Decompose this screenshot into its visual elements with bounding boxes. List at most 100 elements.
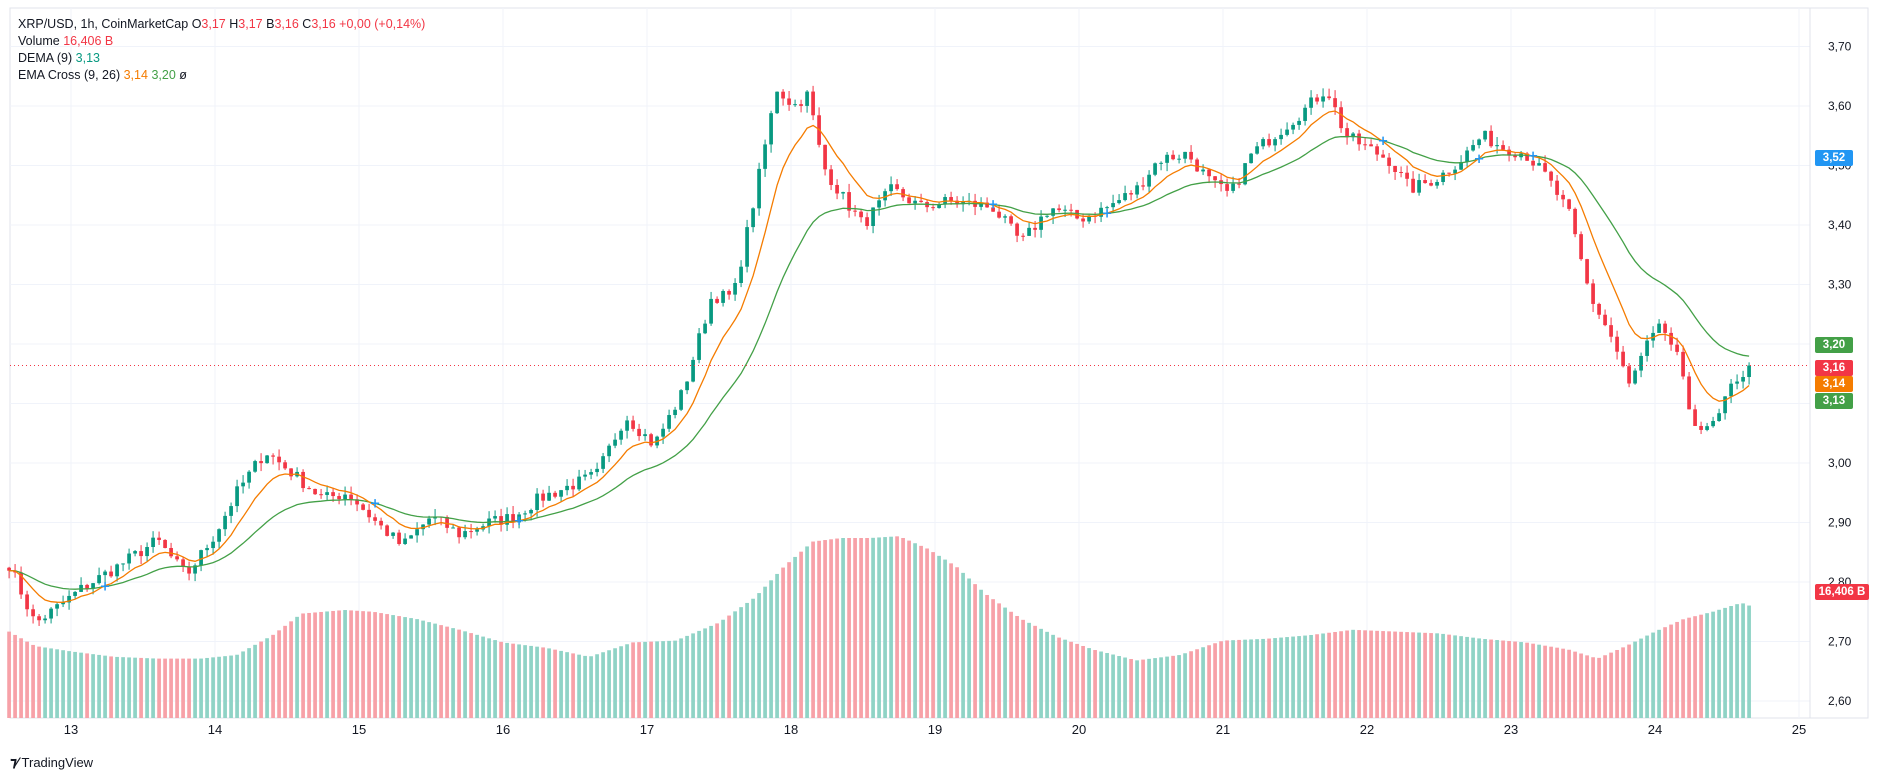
candle-body: [457, 527, 461, 538]
low-label: B: [266, 17, 275, 31]
volume-bar: [535, 646, 539, 718]
candle-body: [1177, 158, 1181, 160]
candle: [1465, 146, 1469, 167]
volume-bar: [601, 652, 605, 718]
candle-body: [565, 485, 569, 491]
candle: [367, 503, 371, 523]
candle-body: [793, 104, 797, 106]
legend-dema-row[interactable]: DEMA (9) 3,13: [18, 50, 425, 67]
volume-bar: [745, 602, 749, 718]
candle-body: [1447, 172, 1451, 174]
candle: [895, 179, 899, 191]
legend-volume-row[interactable]: Volume 16,406 B: [18, 33, 425, 50]
candle-body: [1525, 153, 1529, 161]
candle: [37, 613, 41, 626]
volume-bar: [1483, 639, 1487, 718]
volume-bar: [643, 641, 647, 718]
candle: [1387, 153, 1391, 174]
volume-bar: [1513, 641, 1517, 718]
volume-bar: [25, 641, 29, 718]
volume-bar: [361, 611, 365, 718]
chart-legend: XRP/USD, 1h, CoinMarketCap O3,17 H3,17 B…: [18, 16, 425, 84]
volume-bar: [319, 611, 323, 718]
candle-body: [1153, 163, 1157, 175]
volume-bar: [1447, 634, 1451, 718]
candle-body: [55, 604, 59, 609]
volume-bar: [367, 611, 371, 718]
ema-slow-badge: 3,20: [1815, 337, 1853, 353]
candle: [631, 415, 635, 432]
candle: [79, 577, 83, 592]
candle-body: [1495, 145, 1499, 147]
candle-body: [349, 494, 353, 500]
candle-body: [991, 207, 995, 212]
candle-body: [1321, 96, 1325, 102]
candle: [1057, 204, 1061, 213]
candle: [601, 452, 605, 474]
candle-body: [43, 618, 47, 621]
candle: [349, 486, 353, 506]
volume-bar: [1267, 638, 1271, 718]
symbol-label[interactable]: XRP/USD, 1h, CoinMarketCap: [18, 17, 189, 31]
volume-bar: [463, 631, 467, 718]
volume-bar: [205, 657, 209, 718]
candle-body: [1237, 183, 1241, 185]
candle-body: [187, 566, 191, 574]
candle-body: [1081, 218, 1085, 222]
candle-body: [1399, 172, 1403, 174]
candle: [343, 486, 347, 506]
candle-body: [811, 91, 815, 116]
volume-bar: [649, 641, 653, 718]
volume-bar: [31, 644, 35, 718]
ema-cross-marker: +: [370, 496, 381, 511]
candle-body: [1087, 215, 1091, 222]
candle-body: [379, 520, 383, 526]
candle-body: [1537, 163, 1541, 166]
volume-bar: [121, 657, 125, 718]
candle: [721, 289, 725, 307]
candle: [1705, 422, 1709, 432]
candle-body: [583, 474, 587, 477]
volume-bar: [691, 633, 695, 718]
ema-cross-marker: +: [1102, 206, 1113, 221]
candle-body: [1579, 234, 1583, 260]
candle: [1537, 157, 1541, 166]
volume-bar: [547, 648, 551, 718]
volume-bar: [349, 610, 353, 718]
candle: [493, 510, 497, 523]
volume-bar: [613, 648, 617, 718]
candle-body: [1339, 107, 1343, 129]
candle: [1735, 374, 1739, 390]
candle-body: [1651, 332, 1655, 341]
candle-body: [1369, 144, 1373, 147]
volume-bar: [829, 539, 833, 718]
y-tick-label: 2,70: [1828, 635, 1852, 649]
candle-body: [427, 518, 431, 525]
tradingview-brand[interactable]: ⁊⁄ TradingView: [10, 754, 93, 771]
candle-body: [391, 532, 395, 536]
candle: [619, 428, 623, 445]
candle-body: [883, 191, 887, 201]
candle-body: [877, 200, 881, 208]
candle: [685, 381, 689, 395]
candle-body: [277, 456, 281, 463]
volume-bar: [949, 563, 953, 718]
candle: [1249, 152, 1253, 164]
time-axis: 13 14 15 16 17 18 19 20 21 22 23 24 25: [64, 722, 1806, 737]
volume-bar: [625, 644, 629, 718]
candle: [841, 191, 845, 200]
candle: [793, 99, 797, 107]
volume-bar: [1537, 644, 1541, 718]
candle: [1225, 178, 1229, 197]
candle-body: [715, 298, 719, 303]
candle: [1009, 214, 1013, 226]
legend-ema-row[interactable]: EMA Cross (9, 26) 3,14 3,20 ø: [18, 67, 425, 84]
volume-bar: [1039, 628, 1043, 718]
volume-bar: [409, 618, 413, 718]
volume-bar: [1351, 629, 1355, 718]
candlestick-series: [7, 85, 1751, 626]
candle: [1711, 416, 1715, 428]
candle-body: [115, 564, 119, 577]
candle: [1189, 145, 1193, 164]
